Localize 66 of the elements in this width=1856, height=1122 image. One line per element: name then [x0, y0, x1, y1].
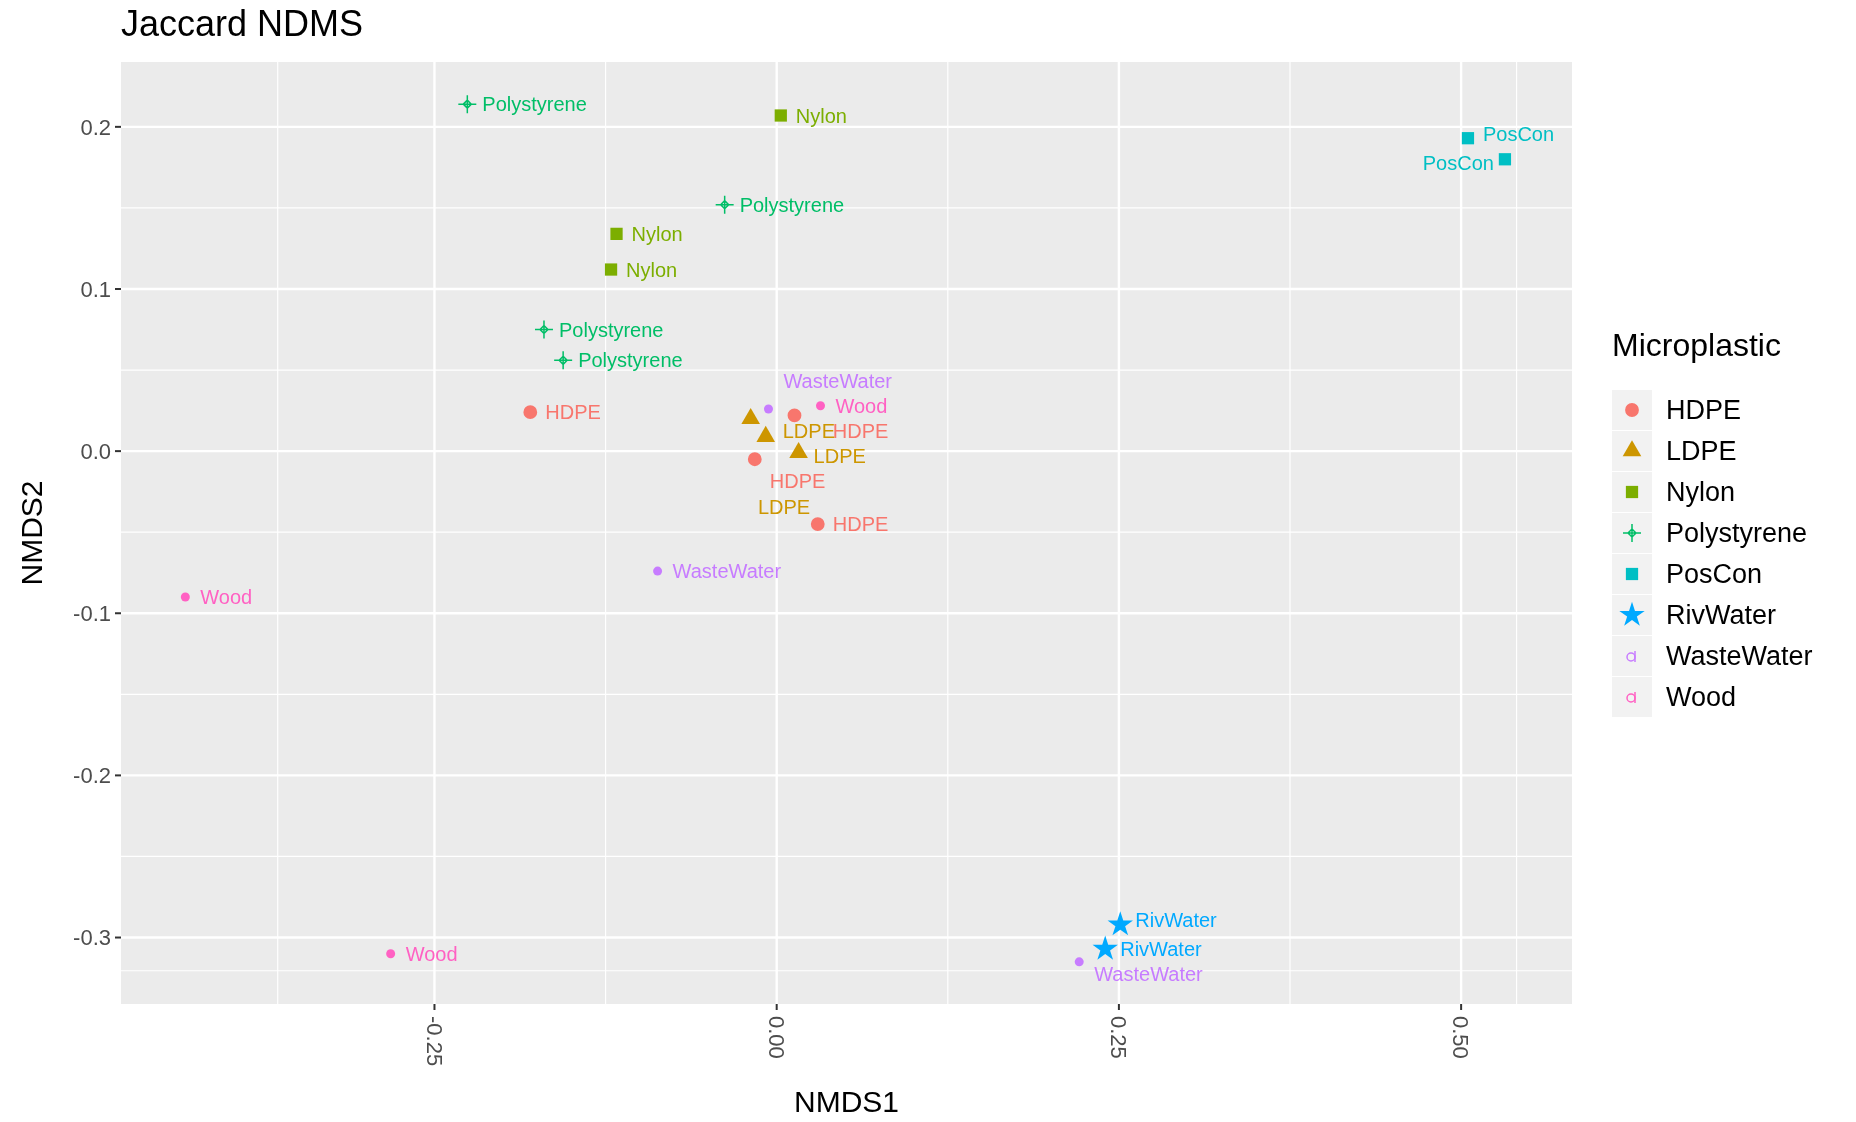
- text: LDPE: [782, 419, 835, 442]
- point: [1498, 153, 1512, 166]
- point: [1074, 957, 1084, 967]
- legend-label: HDPE: [1666, 395, 1742, 426]
- text: Polystyrene: [578, 349, 683, 372]
- point: [386, 949, 396, 959]
- text: HDPE: [545, 401, 601, 424]
- text: Wood: [200, 586, 253, 609]
- point: [534, 319, 554, 340]
- legend-label: Nylon: [1666, 477, 1736, 508]
- x-tick-label: 0.50: [1448, 1016, 1474, 1059]
- text: WasteWater: [672, 560, 782, 583]
- y-tick-label: 0.0: [80, 438, 111, 464]
- text: WasteWater: [1094, 962, 1203, 985]
- y-tick-label: 0.1: [80, 276, 111, 302]
- text: Polystyrene: [482, 93, 587, 116]
- x-tick-label: 0.00: [763, 1016, 789, 1059]
- y-tick-label: -0.1: [73, 600, 111, 626]
- legend-label: RivWater: [1666, 600, 1777, 631]
- x-tick-label: -0.25: [421, 1016, 447, 1067]
- text: Polystyrene: [558, 318, 664, 341]
- legend-label: PosCon: [1666, 559, 1763, 590]
- point: [774, 109, 787, 122]
- point: [1092, 935, 1118, 960]
- text: Polystyrene: [739, 193, 845, 216]
- text: WasteWater: [783, 369, 893, 392]
- x-tick-label: 0.25: [1106, 1016, 1132, 1059]
- point: [815, 401, 825, 411]
- point: [604, 263, 618, 276]
- text: LDPE: [813, 445, 866, 468]
- point: [523, 405, 538, 420]
- point: [787, 408, 802, 423]
- legend-label: WasteWater: [1666, 641, 1813, 672]
- legend-label: Wood: [1666, 682, 1737, 713]
- text: LDPE: [757, 495, 811, 518]
- legend-label: Polystyrene: [1666, 518, 1808, 549]
- point: [810, 517, 825, 531]
- point: [1461, 132, 1475, 145]
- text: RivWater: [1135, 909, 1217, 932]
- point: [553, 350, 573, 371]
- text: Wood: [835, 394, 888, 417]
- text: Nylon: [795, 104, 847, 127]
- point: [714, 194, 735, 215]
- text: RivWater: [1120, 937, 1202, 960]
- point: [610, 227, 623, 240]
- text: HDPE: [832, 513, 889, 536]
- text: Nylon: [626, 258, 678, 281]
- legend-title: Microplastic: [1612, 327, 1781, 363]
- chart-title: Jaccard NDMS: [121, 3, 364, 44]
- x-axis-title: NMDS1: [793, 1085, 900, 1118]
- legend-label: LDPE: [1666, 436, 1737, 467]
- point: [653, 566, 663, 576]
- point: [1107, 911, 1133, 936]
- point: [180, 592, 190, 602]
- point: [763, 404, 773, 414]
- text: HDPE: [769, 470, 826, 493]
- text: Nylon: [631, 222, 683, 245]
- y-axis-title: NMDS2: [15, 480, 48, 586]
- text: PosCon: [1482, 123, 1555, 146]
- y-tick-label: 0.2: [80, 114, 111, 140]
- text: PosCon: [1422, 152, 1494, 175]
- point: [747, 452, 762, 467]
- y-tick-label: -0.3: [73, 925, 111, 951]
- y-tick-label: -0.2: [73, 763, 111, 789]
- point: [457, 94, 478, 114]
- text: Wood: [405, 942, 458, 965]
